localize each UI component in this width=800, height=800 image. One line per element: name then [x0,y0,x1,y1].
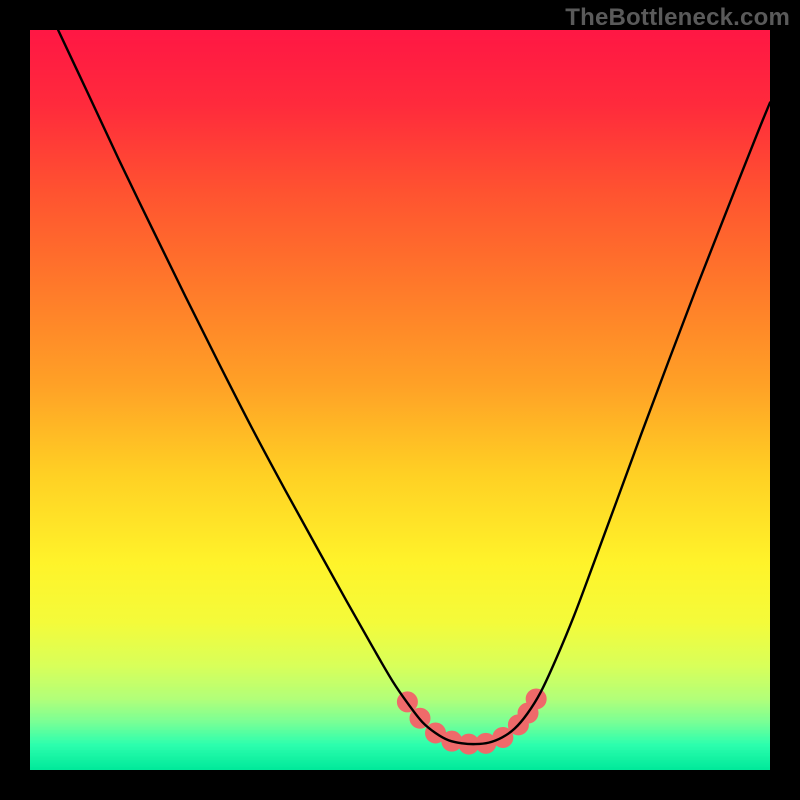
gradient-background [30,30,770,770]
chart-frame: TheBottleneck.com [0,0,800,800]
plot-area [30,30,770,771]
watermark-text: TheBottleneck.com [565,4,790,32]
bottleneck-chart [0,0,800,800]
soft-color-band [30,670,770,771]
